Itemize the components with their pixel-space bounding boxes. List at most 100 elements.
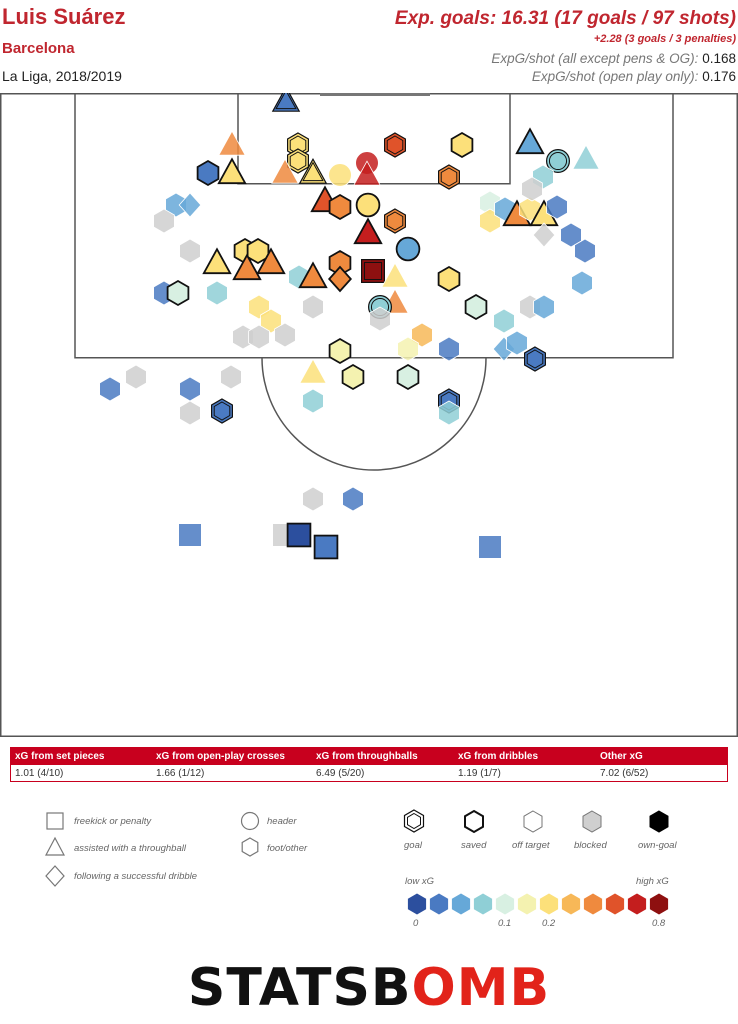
legend-shapes xyxy=(45,811,260,887)
shot-marker xyxy=(299,358,327,384)
legend-label-foot: foot/other xyxy=(267,843,308,854)
scale-swatch xyxy=(649,892,669,916)
legend-tick-0: 0 xyxy=(413,918,419,929)
legend-scale-high: high xG xyxy=(636,876,669,887)
shot-marker xyxy=(302,294,324,320)
summary-value-crosses: 1.66 (1/12) xyxy=(156,768,205,779)
shot-marker xyxy=(438,164,460,190)
shot-marker xyxy=(545,148,570,173)
shot-marker xyxy=(202,247,232,275)
legend-label-goal: goal xyxy=(404,840,423,851)
summary-header-crosses: xG from open-play crosses xyxy=(156,751,285,762)
shot-marker xyxy=(298,157,328,184)
scale-swatch xyxy=(539,892,559,916)
shot-marker xyxy=(286,522,312,548)
shots-layer xyxy=(99,93,600,560)
shot-marker xyxy=(572,144,600,170)
logo-text-black: STATSB xyxy=(187,958,412,1018)
off-target-outcome-icon xyxy=(523,810,543,833)
shot-marker xyxy=(298,261,328,289)
shot-marker xyxy=(271,158,299,184)
shot-marker xyxy=(218,130,246,156)
shot-marker xyxy=(438,336,460,362)
logo-text-red: OMB xyxy=(411,958,551,1018)
shot-marker xyxy=(217,157,247,185)
circle-icon xyxy=(240,811,260,831)
shot-marker xyxy=(248,324,270,350)
shot-marker xyxy=(532,222,556,248)
shot-map-pitch xyxy=(0,93,738,737)
shot-marker xyxy=(361,259,386,284)
penalty-arc xyxy=(261,357,487,471)
shot-marker xyxy=(493,308,515,334)
goal-outcome-inner-icon xyxy=(407,812,421,830)
shot-marker xyxy=(178,192,202,218)
shot-marker xyxy=(328,163,352,187)
shot-marker xyxy=(396,363,420,391)
summary-value-set-pieces: 1.01 (4/10) xyxy=(15,768,64,779)
shot-marker xyxy=(327,265,353,293)
shot-marker xyxy=(381,262,409,288)
shot-marker xyxy=(353,160,381,186)
shot-marker xyxy=(397,336,419,362)
shot-marker xyxy=(384,208,406,234)
xg-per-shot-open-play: ExpG/shot (open play only): 0.176 xyxy=(532,69,736,84)
summary-header-other: Other xG xyxy=(600,751,643,762)
shot-marker xyxy=(341,363,365,391)
shot-marker xyxy=(328,337,352,365)
shot-marker xyxy=(99,376,121,402)
shot-marker xyxy=(232,253,262,281)
shot-marker xyxy=(206,280,228,306)
shot-marker xyxy=(260,308,282,334)
shot-marker xyxy=(523,346,547,372)
shot-marker xyxy=(179,400,201,426)
team-name: Barcelona xyxy=(2,40,75,57)
legend-label-off-target: off target xyxy=(512,840,550,851)
penalty-xg: +2.28 (3 goals / 3 penalties) xyxy=(593,33,736,45)
shot-marker xyxy=(166,279,190,307)
legend-label-freekick: freekick or penalty xyxy=(74,816,152,827)
shot-marker xyxy=(464,293,488,321)
legend-outcomes xyxy=(403,809,669,834)
shot-marker xyxy=(178,523,202,547)
diamond-icon xyxy=(45,865,65,887)
shot-marker xyxy=(521,176,543,202)
shot-marker xyxy=(256,247,286,275)
legend-label-own-goal: own-goal xyxy=(638,840,677,851)
shot-marker xyxy=(437,265,461,293)
scale-swatch xyxy=(451,892,471,916)
summary-header-throughballs: xG from throughballs xyxy=(316,751,418,762)
shot-marker xyxy=(328,193,352,221)
xg-color-scale xyxy=(407,892,669,916)
legend-label-header: header xyxy=(267,816,297,827)
shot-marker xyxy=(246,237,270,265)
legend-tick-0-1: 0.1 xyxy=(498,918,511,929)
xg-per-shot-all-label: ExpG/shot (all except pens & OG): xyxy=(491,51,699,66)
summary-value-other: 7.02 (6/52) xyxy=(600,768,649,779)
scale-swatch xyxy=(605,892,625,916)
shot-marker xyxy=(196,159,220,187)
goal-outcome-icon xyxy=(403,809,425,833)
shot-marker xyxy=(384,132,406,158)
square-icon xyxy=(46,812,64,830)
hexagon-icon xyxy=(241,837,259,857)
legend-tick-0-2: 0.2 xyxy=(542,918,556,929)
shot-marker xyxy=(302,486,324,512)
scale-swatch xyxy=(407,892,427,916)
shot-marker xyxy=(571,270,593,296)
shot-marker xyxy=(302,388,324,414)
statsbomb-logo: STATSBOMB xyxy=(0,958,738,1018)
xg-per-shot-all: ExpG/shot (all except pens & OG): 0.168 xyxy=(491,51,736,66)
shot-marker xyxy=(355,192,381,218)
legend: freekick or penalty assisted with a thro… xyxy=(45,809,677,929)
shot-marker xyxy=(546,194,568,220)
shot-marker xyxy=(153,208,175,234)
shot-marker xyxy=(313,534,339,560)
shot-marker xyxy=(411,322,433,348)
shot-marker xyxy=(506,330,528,356)
shot-marker xyxy=(287,148,309,174)
shot-marker xyxy=(125,364,147,390)
legend-tick-0-8: 0.8 xyxy=(652,918,666,929)
own-goal-outcome-icon xyxy=(649,810,669,833)
shot-marker xyxy=(271,93,301,112)
